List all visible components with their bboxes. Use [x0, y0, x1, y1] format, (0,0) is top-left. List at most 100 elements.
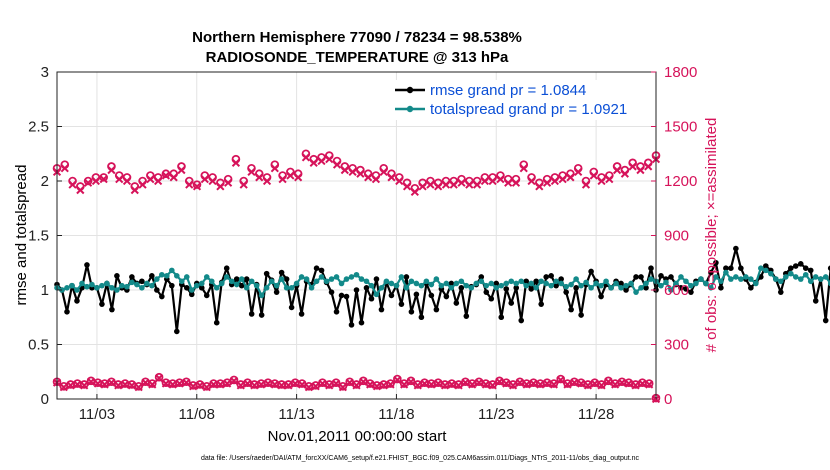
- rmse-point: [658, 273, 664, 279]
- totalspread-point: [543, 280, 549, 287]
- totalspread-point: [428, 281, 435, 288]
- obs-assimilated-marker: [617, 378, 627, 387]
- rmse-point: [463, 313, 470, 319]
- obs-assimilated-marker: [317, 156, 326, 166]
- obs-possible-marker: [386, 379, 395, 388]
- obs-assimilated-marker: [468, 380, 477, 389]
- y2-axis-label: # of obs: o=possible; ×=assimilated: [703, 118, 720, 353]
- y2-tick-label: 1200: [664, 173, 697, 190]
- totalspread-point: [164, 273, 170, 279]
- totalspread-point: [99, 282, 105, 289]
- rmse-point: [763, 263, 769, 269]
- legend-spread-label: totalspread grand pr = 1.0921: [430, 101, 627, 118]
- rmse-point: [498, 314, 505, 321]
- rmse-point: [827, 265, 830, 271]
- totalspread-point: [493, 285, 500, 291]
- totalspread-point: [488, 280, 495, 287]
- obs-assimilated-marker: [247, 167, 256, 177]
- totalspread-point: [618, 285, 624, 291]
- obs-possible-marker: [311, 381, 320, 390]
- obs-assimilated-marker: [277, 381, 286, 390]
- rmse-point: [298, 311, 305, 317]
- totalspread-point: [518, 278, 525, 285]
- rmse-point: [777, 289, 784, 295]
- obs-assimilated-marker: [620, 169, 629, 178]
- totalspread-point: [69, 282, 75, 289]
- obs-assimilated-marker: [474, 378, 484, 387]
- x-tick-label: 11/18: [378, 406, 414, 423]
- totalspread-point: [638, 285, 644, 291]
- obs-possible-marker: [644, 379, 654, 388]
- y2-tick-label: 0: [664, 391, 672, 408]
- totalspread-point: [363, 278, 370, 285]
- totalspread-point: [169, 267, 175, 274]
- obs-assimilated-marker: [395, 176, 404, 186]
- obs-possible-marker: [393, 374, 402, 384]
- totalspread-point: [588, 285, 594, 291]
- obs-assimilated-marker: [297, 380, 307, 389]
- rmse-point: [183, 285, 190, 291]
- totalspread-point: [403, 285, 410, 291]
- totalspread-point: [603, 278, 609, 285]
- totalspread-point: [109, 285, 115, 291]
- rmse-point: [588, 268, 594, 275]
- totalspread-point: [453, 280, 460, 287]
- totalspread-point: [693, 280, 699, 287]
- legend-spread-marker: [406, 105, 414, 113]
- obs-assimilated-marker: [301, 153, 311, 162]
- series-totalspread: [54, 265, 830, 299]
- totalspread-point: [777, 278, 784, 285]
- totalspread-point: [129, 279, 135, 286]
- obs-possible-marker: [99, 173, 108, 182]
- rmse-point: [408, 309, 415, 315]
- obs-possible-marker: [192, 180, 202, 189]
- rmse-point: [114, 273, 120, 279]
- obs-assimilated-marker: [527, 176, 536, 186]
- obs-assimilated-marker: [284, 381, 293, 390]
- x-tick-label: 11/08: [179, 406, 215, 423]
- obs-assimilated-marker: [628, 162, 637, 171]
- rmse-point: [792, 263, 799, 269]
- obs-possible-marker: [229, 375, 239, 385]
- totalspread-point: [822, 274, 829, 280]
- obs-assimilated-marker: [115, 175, 124, 184]
- totalspread-point: [74, 287, 80, 293]
- y2-tick-label: 1500: [664, 119, 697, 136]
- obs-assimilated-marker: [379, 381, 388, 390]
- obs-assimilated-marker: [434, 182, 443, 191]
- totalspread-point: [193, 282, 200, 289]
- rmse-point: [418, 314, 425, 321]
- totalspread-point: [593, 280, 599, 287]
- rmse-point: [573, 285, 579, 291]
- rmse-point: [328, 289, 335, 295]
- obs-assimilated-marker: [535, 182, 544, 191]
- obs-assimilated-marker: [59, 383, 68, 392]
- obs-assimilated-marker: [154, 374, 164, 383]
- obs-assimilated-marker: [356, 169, 365, 178]
- rmse-point: [618, 280, 624, 287]
- totalspread-point: [368, 282, 375, 289]
- rmse-point: [797, 261, 804, 267]
- obs-assimilated-marker: [364, 173, 373, 182]
- obs-assimilated-marker: [480, 176, 489, 186]
- rmse-point: [538, 301, 544, 307]
- totalspread-point: [348, 274, 355, 280]
- totalspread-point: [313, 278, 320, 285]
- y2-tick-label: 900: [664, 228, 689, 245]
- totalspread-point: [718, 278, 724, 285]
- rmse-point: [503, 286, 510, 292]
- rmse-point: [713, 259, 719, 266]
- x-axis: 11/03 11/08 11/13 11/18 11/23 11/28: [79, 394, 614, 423]
- totalspread-point: [408, 278, 415, 285]
- totalspread-point: [583, 279, 589, 286]
- totalspread-point: [233, 281, 240, 288]
- rmse-point: [728, 265, 734, 272]
- totalspread-point: [703, 280, 709, 287]
- totalspread-point: [807, 278, 814, 285]
- obs-assimilated-marker: [120, 380, 130, 389]
- totalspread-point: [733, 274, 739, 280]
- rmse-point: [223, 265, 230, 272]
- obs-assimilated-marker: [379, 167, 388, 177]
- obs-assimilated-marker: [488, 381, 497, 390]
- totalspread-point: [263, 285, 270, 291]
